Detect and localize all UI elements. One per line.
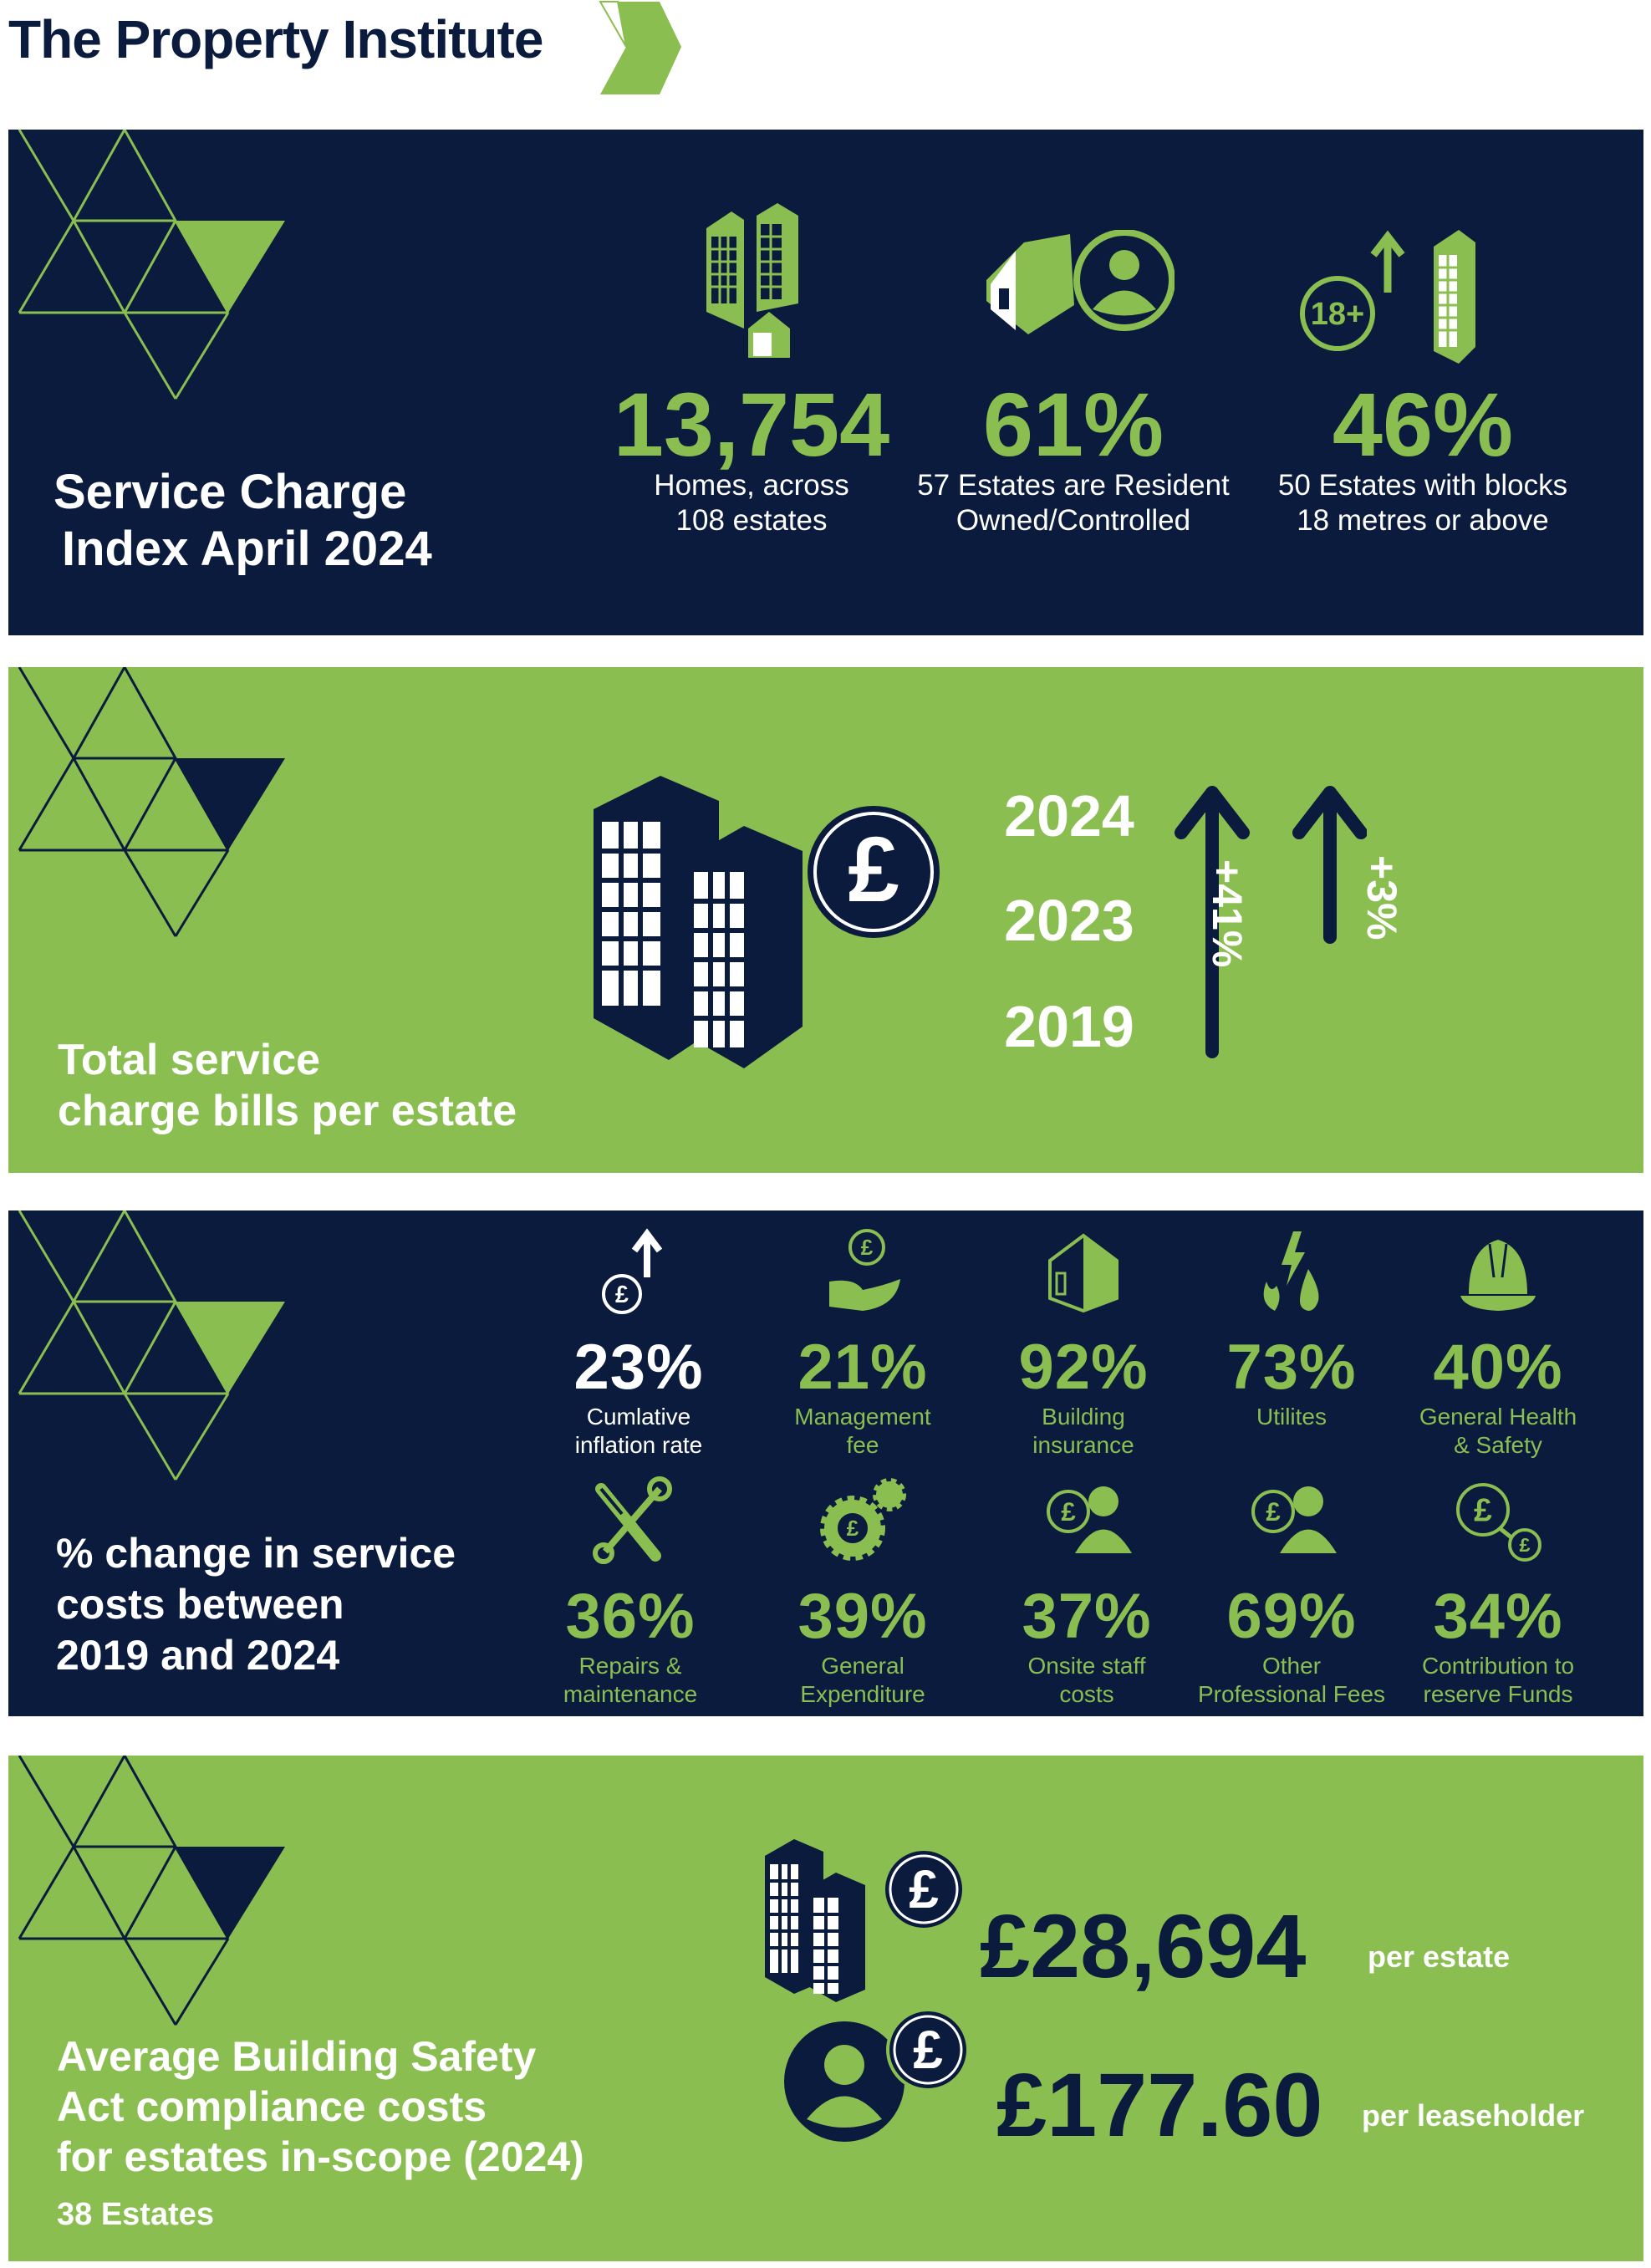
pound-arrow-up-icon: £	[602, 1228, 663, 1314]
cost-item: 73% Utilites	[1183, 1227, 1400, 1431]
cost-item-label: Repairs & maintenance	[563, 1653, 698, 1708]
svg-text:£: £	[848, 818, 899, 921]
utilities-icon	[1263, 1231, 1319, 1311]
stat-resident-owned-label: 57 Estates are Resident Owned/Controlled	[917, 469, 1230, 537]
person-pound-icon: £	[784, 2008, 970, 2142]
section-overview: Service Charge Index April 2024 18+ 13,7…	[8, 130, 1643, 635]
badge-18-plus: 18+	[1311, 297, 1364, 332]
year-label: 2019	[1004, 994, 1134, 1059]
cost-item-value: 36%	[565, 1581, 696, 1652]
tall-building-18-plus-icon: 18+	[1300, 230, 1475, 364]
cost-item-value: 34%	[1433, 1581, 1563, 1652]
svg-text:£: £	[861, 1235, 874, 1260]
section-bsa-costs: Average Building Safety Act compliance co…	[8, 1756, 1643, 2261]
house-icon	[1048, 1233, 1119, 1313]
section-title: Service Charge Index April 2024	[54, 465, 432, 577]
svg-text:£: £	[615, 1282, 629, 1308]
cost-item-label: Building insurance	[1032, 1404, 1134, 1459]
arrow-up-icon	[1292, 786, 1367, 944]
cost-item-value: 92%	[1018, 1332, 1149, 1403]
hand-pound-icon: £	[829, 1229, 900, 1311]
section-total-bills: Total service charge bills per estate £ 2…	[8, 667, 1643, 1173]
year-label: 2023	[1004, 888, 1134, 953]
cost-per-estate-unit: per estate	[1368, 1939, 1511, 1974]
cost-item: 36% Repairs & maintenance	[522, 1476, 739, 1709]
increase-arrows	[1175, 786, 1367, 1058]
section-title: Total service charge bills per estate	[58, 1036, 517, 1136]
buildings-pound-icon: £	[765, 1839, 966, 2002]
triangle-decoration-icon	[18, 1210, 285, 1481]
chevron-logo-icon	[599, 1, 681, 94]
triangle-decoration-icon	[18, 667, 285, 937]
stat-homes-value: 13,754	[613, 374, 890, 475]
cost-item-value: 21%	[797, 1332, 928, 1403]
hard-hat-icon	[1460, 1240, 1536, 1311]
stat-homes-label: Homes, across 108 estates	[654, 469, 849, 537]
cost-item: £ 23% Cumlative inflation rate	[530, 1227, 747, 1460]
arrow-up-icon	[1175, 786, 1250, 1058]
cost-item-label: Onsite staff costs	[1027, 1653, 1146, 1708]
section-cost-changes: % change in service costs between 2019 and…	[8, 1210, 1643, 1716]
change-2019-2024: +41%	[1204, 859, 1251, 968]
brand-name: The Property Institute	[8, 9, 543, 69]
cost-item-label: Contribution to reserve Funds	[1421, 1653, 1575, 1708]
svg-text:£: £	[909, 1859, 939, 1919]
buildings-pound-icon: £	[594, 776, 945, 1068]
cost-item-value: 73%	[1226, 1332, 1357, 1403]
svg-text:£: £	[1474, 1493, 1492, 1529]
triangle-decoration-icon	[18, 1756, 285, 2026]
cost-item: £ 69% Other Professional Fees	[1183, 1476, 1400, 1709]
cost-item: £ 21% Management fee	[754, 1227, 971, 1460]
change-2023-2024: +3%	[1358, 855, 1405, 940]
cost-item: 92% Building insurance	[975, 1227, 1192, 1460]
cost-item-value: 69%	[1226, 1581, 1357, 1652]
triangle-decoration-icon	[18, 130, 285, 400]
cost-item-label: General Health & Safety	[1419, 1404, 1577, 1459]
stat-18m-blocks-label: 50 Estates with blocks 18 metres or above	[1277, 469, 1568, 537]
cost-item: £ £ 34% Contribution to reserve Funds	[1389, 1476, 1607, 1709]
svg-text:£: £	[1061, 1497, 1076, 1526]
cost-item-label: Other Professional Fees	[1197, 1653, 1386, 1708]
cost-per-leaseholder-value: £177.60	[996, 2054, 1323, 2155]
cost-per-leaseholder-unit: per leaseholder	[1362, 2098, 1585, 2133]
cost-item-label: Cumlative inflation rate	[574, 1404, 703, 1459]
cost-item-value: 39%	[797, 1581, 928, 1652]
cost-item-label: Management fee	[794, 1404, 931, 1459]
buildings-house-icon	[706, 203, 798, 358]
section-subtitle: 38 Estates	[57, 2197, 215, 2232]
house-person-icon	[986, 230, 1175, 334]
section-title: Average Building Safety Act compliance co…	[57, 2033, 584, 2180]
person-pound-icon: £	[1047, 1486, 1132, 1553]
gears-pound-icon: £	[820, 1478, 906, 1561]
svg-text:£: £	[847, 1516, 859, 1541]
cost-item: £ 39% General Expenditure	[754, 1476, 971, 1709]
section-title: % change in service costs between 2019 and…	[56, 1530, 456, 1679]
svg-text:£: £	[1266, 1497, 1281, 1526]
tools-icon	[593, 1476, 672, 1564]
cost-item: 40% General Health & Safety	[1389, 1227, 1607, 1460]
cost-item-value: 37%	[1022, 1581, 1152, 1652]
stat-18m-blocks-value: 46%	[1332, 374, 1514, 475]
cost-per-estate-value: £28,694	[980, 1895, 1307, 1996]
svg-text:£: £	[913, 2020, 943, 2080]
cost-item-label: Utilites	[1256, 1404, 1327, 1430]
year-label: 2024	[1004, 783, 1134, 849]
person-pound-icon: £	[1251, 1486, 1337, 1553]
cost-item-value: 40%	[1433, 1332, 1563, 1403]
cost-item-value: 23%	[573, 1332, 704, 1403]
cost-item: £ 37% Onsite staff costs	[978, 1476, 1195, 1709]
pound-transfer-icon: ££	[1456, 1483, 1541, 1562]
cost-item-label: General Expenditure	[800, 1653, 925, 1708]
stat-resident-owned-value: 61%	[982, 374, 1164, 475]
svg-text:£: £	[1519, 1534, 1530, 1556]
